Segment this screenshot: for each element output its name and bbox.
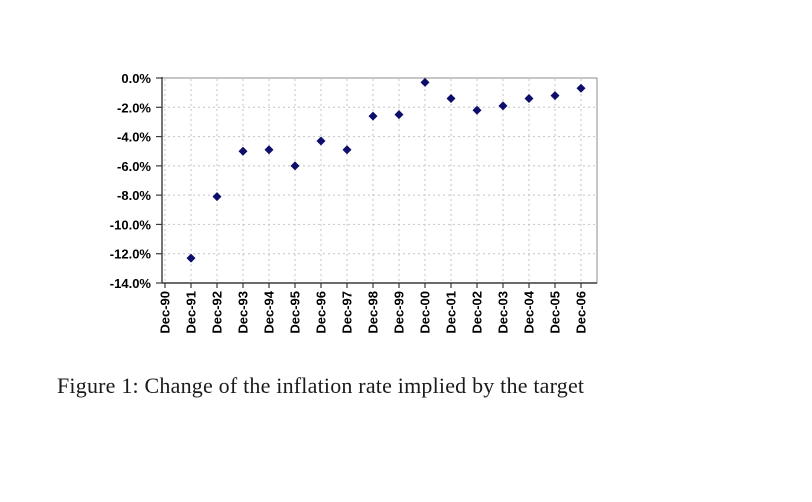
data-point bbox=[186, 253, 196, 263]
y-axis-label: 0.0% bbox=[121, 71, 151, 86]
inflation-scatter-chart: 0.0% -2.0% -4.0% -6.0% -8.0% -10.0% -12.0% -14.… bbox=[110, 71, 598, 334]
chart-canvas: 0.0% -2.0% -4.0% -6.0% -8.0% -10.0% -12.0% -14.… bbox=[110, 71, 598, 334]
data-point bbox=[212, 192, 222, 202]
y-axis-label: -10.0% bbox=[110, 217, 152, 232]
x-axis-label: Dec-06 bbox=[574, 291, 589, 334]
data-point bbox=[446, 94, 456, 103]
data-point bbox=[524, 94, 534, 103]
x-axis-label: Dec-03 bbox=[496, 291, 511, 334]
x-axis-label: Dec-90 bbox=[158, 291, 173, 334]
vertical-gridlines bbox=[164, 79, 582, 282]
data-point bbox=[290, 161, 300, 171]
data-point bbox=[368, 111, 378, 121]
plot-area-border bbox=[161, 77, 598, 284]
data-point bbox=[394, 110, 404, 120]
data-point bbox=[420, 77, 430, 87]
x-axis-label: Dec-04 bbox=[522, 290, 537, 333]
figure-caption: Figure 1: Change of the inflation rate i… bbox=[57, 373, 585, 398]
y-axis-label: -14.0% bbox=[110, 276, 152, 291]
x-axis-label: Dec-93 bbox=[236, 291, 251, 334]
data-point bbox=[342, 145, 352, 155]
axes bbox=[161, 77, 597, 284]
y-axis-label: -12.0% bbox=[110, 247, 152, 262]
x-axis-label: Dec-05 bbox=[548, 291, 563, 334]
data-point bbox=[498, 101, 508, 111]
data-point bbox=[264, 145, 274, 155]
x-axis-label: Dec-95 bbox=[288, 291, 303, 334]
x-axis-labels: Dec-90 Dec-91 Dec-92 Dec-93 Dec-94 Dec-95 Dec-… bbox=[158, 290, 589, 333]
y-axis-label: -6.0% bbox=[117, 159, 151, 174]
x-axis-label: Dec-97 bbox=[340, 291, 355, 334]
data-point bbox=[576, 83, 586, 93]
x-axis-label: Dec-02 bbox=[470, 291, 485, 334]
data-point bbox=[472, 105, 482, 115]
data-points bbox=[186, 77, 586, 263]
y-axis-label: -8.0% bbox=[117, 188, 151, 203]
y-axis-labels: 0.0% -2.0% -4.0% -6.0% -8.0% -10.0% -12.0% -14.… bbox=[110, 71, 152, 291]
y-axis-label: -4.0% bbox=[117, 130, 151, 145]
x-axis-label: Dec-96 bbox=[314, 291, 329, 334]
tick-marks bbox=[156, 77, 582, 288]
data-point bbox=[238, 146, 248, 156]
data-point bbox=[316, 136, 326, 146]
x-axis-label: Dec-94 bbox=[262, 290, 277, 333]
horizontal-gridlines bbox=[163, 106, 596, 255]
x-axis-label: Dec-92 bbox=[210, 291, 225, 334]
x-axis-label: Dec-98 bbox=[366, 291, 381, 334]
y-axis-label: -2.0% bbox=[117, 100, 151, 115]
x-axis-label: Dec-01 bbox=[444, 291, 459, 334]
x-axis-label: Dec-00 bbox=[418, 291, 433, 334]
x-axis-label: Dec-99 bbox=[392, 291, 407, 334]
data-point bbox=[550, 91, 560, 101]
x-axis-label: Dec-91 bbox=[184, 291, 199, 334]
